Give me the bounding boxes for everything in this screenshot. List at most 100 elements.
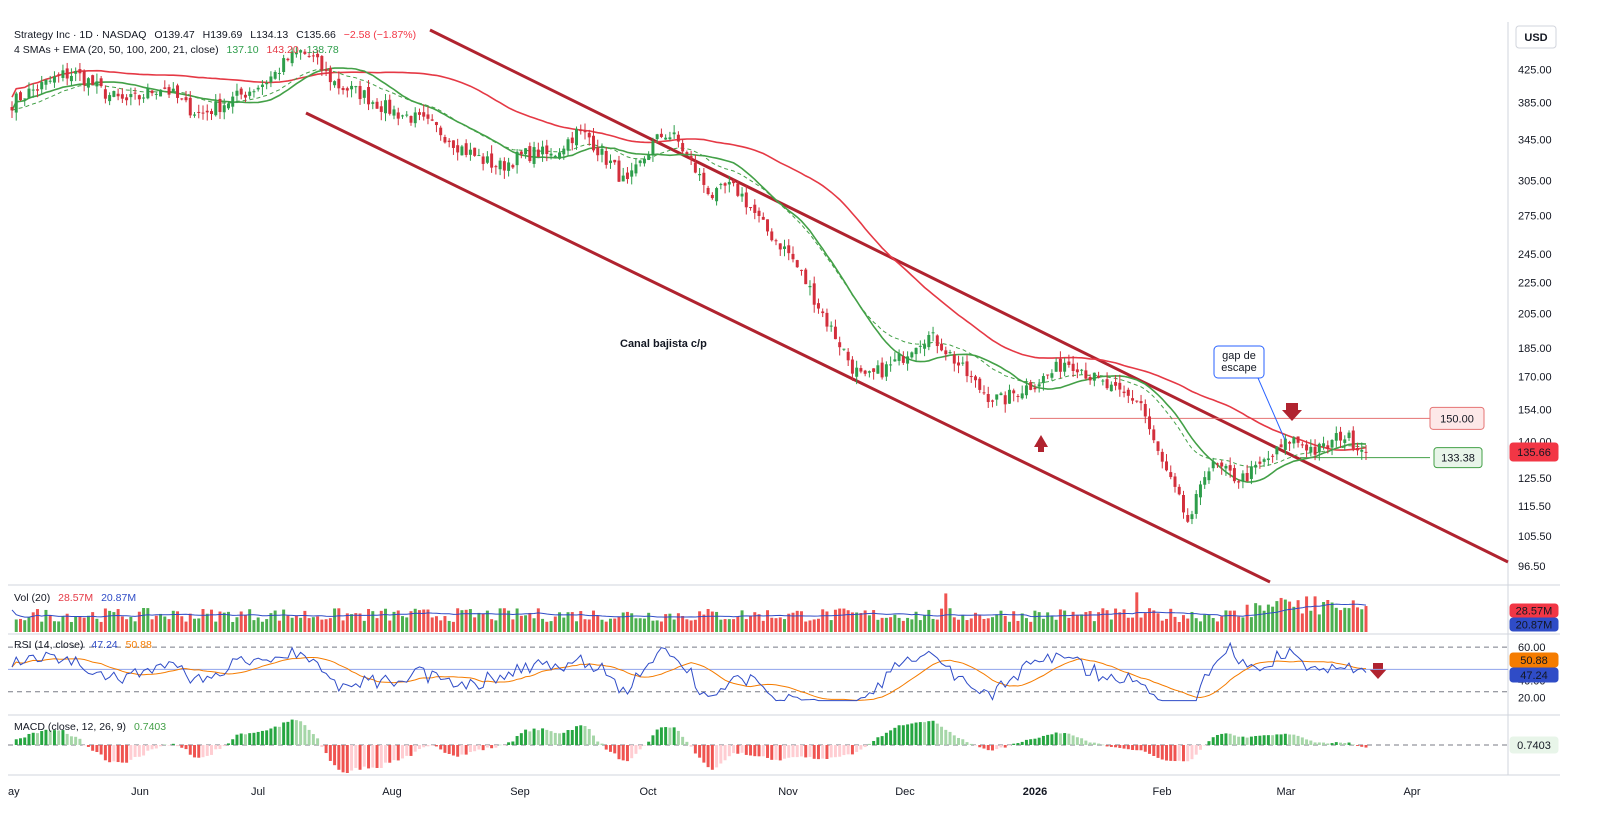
volume-bar — [210, 609, 213, 632]
rsi-label[interactable]: RSI (14, close) — [14, 639, 84, 651]
volume-bar — [48, 615, 52, 632]
volume-bar — [749, 616, 753, 632]
macd-hist-bar — [434, 745, 438, 747]
change-value: −2.58 (−1.87%) — [343, 29, 417, 41]
volume-bar — [1228, 610, 1232, 632]
volume-bar — [1360, 609, 1364, 632]
macd-hist-bar — [265, 730, 269, 745]
macd-hist-bar — [1203, 745, 1207, 746]
candle-up — [999, 393, 1003, 396]
volume-bar — [1275, 601, 1279, 632]
candle-down — [375, 101, 379, 109]
volume-label[interactable]: Vol (20) — [14, 592, 51, 604]
volume-bar — [872, 610, 876, 632]
candle-down — [1131, 398, 1135, 401]
candle-up — [855, 367, 859, 377]
macd-hist-bar — [804, 745, 808, 758]
x-tick-label: Apr — [1403, 786, 1420, 798]
candle-up — [371, 102, 375, 104]
macd-hist-bar — [103, 745, 107, 761]
candle-up — [600, 148, 604, 155]
volume-bar — [774, 618, 778, 632]
volume-bar — [490, 619, 494, 632]
macd-hist-bar — [982, 745, 986, 749]
volume-bar — [693, 619, 697, 632]
volume-value-1: 28.57M — [58, 592, 94, 604]
macd-hist-bar — [239, 733, 243, 745]
sell-arrow-icon — [1282, 403, 1302, 421]
candle-up — [1224, 465, 1228, 469]
macd-hist-bar — [473, 745, 477, 752]
macd-hist-bar — [923, 722, 927, 745]
candle-down — [685, 152, 689, 155]
macd-hist-bar — [986, 745, 990, 751]
volume-bar — [205, 613, 209, 632]
rsi-ma-line — [11, 657, 1367, 701]
volume-bar — [787, 613, 791, 632]
volume-bar — [337, 608, 341, 632]
volume-bar — [948, 608, 952, 632]
volume-bar — [1232, 610, 1236, 632]
macd-hist-bar — [910, 723, 914, 745]
volume-bar — [676, 613, 680, 632]
volume-bar — [1139, 617, 1143, 632]
macd-hist-bar — [362, 745, 366, 767]
volume-bar — [1177, 621, 1181, 632]
volume-bar — [914, 611, 918, 632]
macd-hist-bar — [456, 745, 460, 757]
candle-down — [935, 335, 939, 347]
macd-hist-bar — [931, 720, 935, 745]
candle-up — [647, 154, 651, 160]
macd-hist-bar — [1016, 743, 1020, 745]
candle-down — [464, 143, 468, 155]
x-tick-label: 2026 — [1023, 786, 1047, 798]
candle-up — [1330, 439, 1334, 448]
volume-bar — [1016, 620, 1020, 632]
macd-hist-bar — [282, 722, 286, 745]
volume-bar — [753, 612, 757, 632]
candle-down — [409, 116, 413, 123]
volume-bar — [723, 619, 727, 632]
macd-hist-bar — [413, 745, 417, 752]
macd-hist-bar — [935, 723, 939, 745]
macd-hist-bar — [630, 745, 634, 759]
candle-up — [460, 146, 464, 156]
volume-bar — [1080, 614, 1084, 632]
candle-down — [1156, 441, 1160, 451]
macd-hist-bar — [379, 745, 383, 768]
candle-up — [159, 89, 163, 97]
volume-bar — [1305, 596, 1309, 632]
ma-label[interactable]: 4 SMAs + EMA (20, 50, 100, 200, 21, clos… — [14, 44, 219, 56]
candle-down — [1148, 416, 1152, 430]
candle-down — [659, 133, 663, 137]
candle-down — [1232, 468, 1236, 482]
macd-hist-bar — [163, 744, 167, 745]
rsi-badge-1: 50.88 — [1520, 655, 1548, 667]
candle-down — [456, 145, 460, 153]
volume-bar — [600, 619, 604, 632]
candle-up — [562, 148, 566, 155]
candle-down — [706, 187, 710, 195]
volume-bar — [1097, 612, 1101, 632]
currency-button-box[interactable] — [1515, 25, 1557, 49]
y-tick-label: 115.50 — [1518, 501, 1551, 513]
macd-label[interactable]: MACD (close, 12, 26, 9) — [14, 721, 127, 733]
macd-hist-bar — [248, 733, 252, 745]
volume-badge-1: 28.57M — [1516, 606, 1553, 618]
macd-hist-bar — [1211, 737, 1215, 745]
currency-button[interactable]: USD — [1524, 32, 1547, 44]
candle-down — [1356, 447, 1359, 451]
macd-hist-bar — [570, 729, 574, 745]
macd-hist-bar — [562, 732, 566, 745]
volume-bar — [256, 617, 260, 632]
volume-bar — [1249, 617, 1253, 632]
volume-bar — [625, 611, 629, 632]
symbol-label[interactable]: Strategy Inc · 1D · NASDAQ — [14, 29, 147, 41]
volume-bar — [757, 614, 761, 632]
volume-bar — [197, 618, 201, 632]
volume-bar — [477, 612, 481, 632]
macd-hist-bar — [867, 743, 871, 745]
macd-hist-bar — [944, 729, 948, 745]
candle-down — [1033, 387, 1037, 390]
